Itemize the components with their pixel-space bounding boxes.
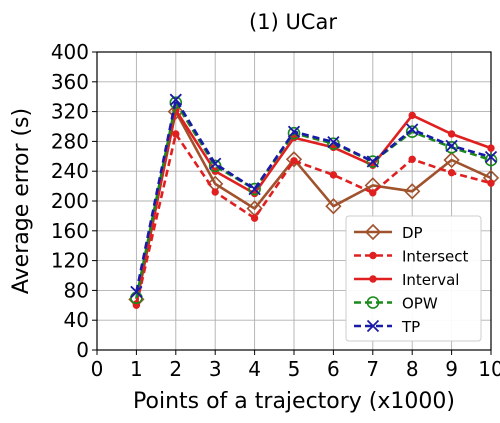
data-point bbox=[211, 188, 219, 196]
legend: DP Intersect Interval OPW TP bbox=[345, 215, 482, 342]
series-line bbox=[135, 108, 492, 305]
data-point bbox=[209, 157, 222, 170]
legend-entry: Interval bbox=[354, 271, 459, 289]
data-point bbox=[408, 155, 416, 163]
data-point bbox=[487, 179, 495, 187]
data-point bbox=[130, 285, 143, 299]
x-tick-label: 2 bbox=[169, 357, 182, 381]
data-point bbox=[366, 319, 380, 333]
x-tick-label: 5 bbox=[288, 357, 301, 381]
data-point bbox=[366, 296, 380, 309]
chart-title: (1) UCar bbox=[249, 10, 337, 34]
legend-entry: DP bbox=[354, 223, 423, 242]
data-point bbox=[404, 183, 421, 200]
data-point bbox=[447, 168, 456, 177]
legend-label: DP bbox=[402, 224, 423, 242]
data-point bbox=[408, 111, 416, 120]
legend-entry: OPW bbox=[354, 295, 438, 313]
data-point bbox=[169, 93, 182, 106]
y-tick-label: 0 bbox=[76, 338, 89, 362]
data-point bbox=[445, 141, 458, 154]
x-tick-label: 4 bbox=[248, 357, 261, 381]
legend-entry: TP bbox=[354, 318, 420, 336]
series-tp bbox=[130, 93, 498, 299]
data-point bbox=[248, 182, 261, 196]
y-tick-label: 40 bbox=[64, 308, 89, 332]
y-tick-label: 240 bbox=[51, 159, 89, 183]
legend-label: Intersect bbox=[402, 248, 468, 266]
y-tick-label: 360 bbox=[51, 70, 89, 94]
data-point bbox=[248, 182, 261, 196]
x-tick-label: 3 bbox=[209, 357, 222, 381]
y-tick-label: 400 bbox=[51, 40, 89, 64]
legend-label: TP bbox=[401, 318, 420, 336]
data-point bbox=[406, 123, 419, 136]
data-point bbox=[285, 151, 303, 168]
data-point bbox=[443, 151, 460, 169]
y-axis-label: Average error (s) bbox=[9, 108, 34, 294]
series-intersect bbox=[132, 130, 495, 309]
legend-label: OPW bbox=[402, 295, 438, 313]
legend-entry: Intersect bbox=[354, 248, 468, 266]
data-point bbox=[447, 130, 456, 138]
series-opw bbox=[130, 96, 498, 305]
data-point bbox=[167, 103, 184, 120]
series-line bbox=[135, 98, 492, 293]
series-line bbox=[135, 132, 492, 306]
x-axis-ticks: 0 1 2 3 4 5 6 7 8 9 10 bbox=[91, 350, 500, 381]
data-point bbox=[364, 223, 382, 241]
data-point bbox=[250, 214, 259, 222]
data-point bbox=[329, 171, 338, 179]
data-point bbox=[366, 155, 380, 168]
y-tick-label: 80 bbox=[64, 278, 89, 302]
data-point bbox=[327, 136, 340, 149]
data-point bbox=[290, 157, 298, 165]
data-point bbox=[287, 126, 301, 140]
data-point bbox=[484, 153, 498, 167]
series-layer bbox=[128, 93, 500, 309]
y-tick-label: 320 bbox=[51, 100, 89, 124]
series-line bbox=[135, 110, 492, 300]
y-tick-label: 280 bbox=[51, 129, 89, 153]
data-point bbox=[172, 130, 180, 138]
y-axis-ticks: 0 40 80 120 160 200 240 280 320 360 400 bbox=[51, 40, 97, 362]
data-point bbox=[369, 251, 377, 260]
x-tick-label: 1 bbox=[130, 357, 143, 381]
data-point bbox=[287, 125, 301, 138]
data-point bbox=[445, 139, 458, 153]
data-point bbox=[366, 155, 379, 168]
x-tick-label: 10 bbox=[478, 357, 500, 381]
data-point bbox=[369, 275, 377, 283]
data-point bbox=[325, 198, 342, 215]
x-tick-label: 9 bbox=[445, 357, 458, 381]
data-point bbox=[484, 150, 498, 164]
y-tick-label: 200 bbox=[51, 189, 89, 213]
x-axis-label: Points of a trajectory (x1000) bbox=[133, 389, 455, 414]
legend-box bbox=[345, 215, 482, 342]
x-tick-label: 0 bbox=[91, 357, 104, 381]
y-tick-label: 120 bbox=[51, 249, 89, 273]
x-tick-label: 7 bbox=[366, 357, 379, 381]
data-point bbox=[369, 189, 377, 197]
legend-label: Interval bbox=[402, 271, 459, 289]
data-point bbox=[169, 96, 183, 109]
x-tick-label: 6 bbox=[327, 357, 340, 381]
data-point bbox=[487, 144, 495, 152]
y-tick-label: 160 bbox=[51, 219, 89, 243]
series-line bbox=[135, 101, 492, 299]
x-tick-label: 8 bbox=[406, 357, 419, 381]
